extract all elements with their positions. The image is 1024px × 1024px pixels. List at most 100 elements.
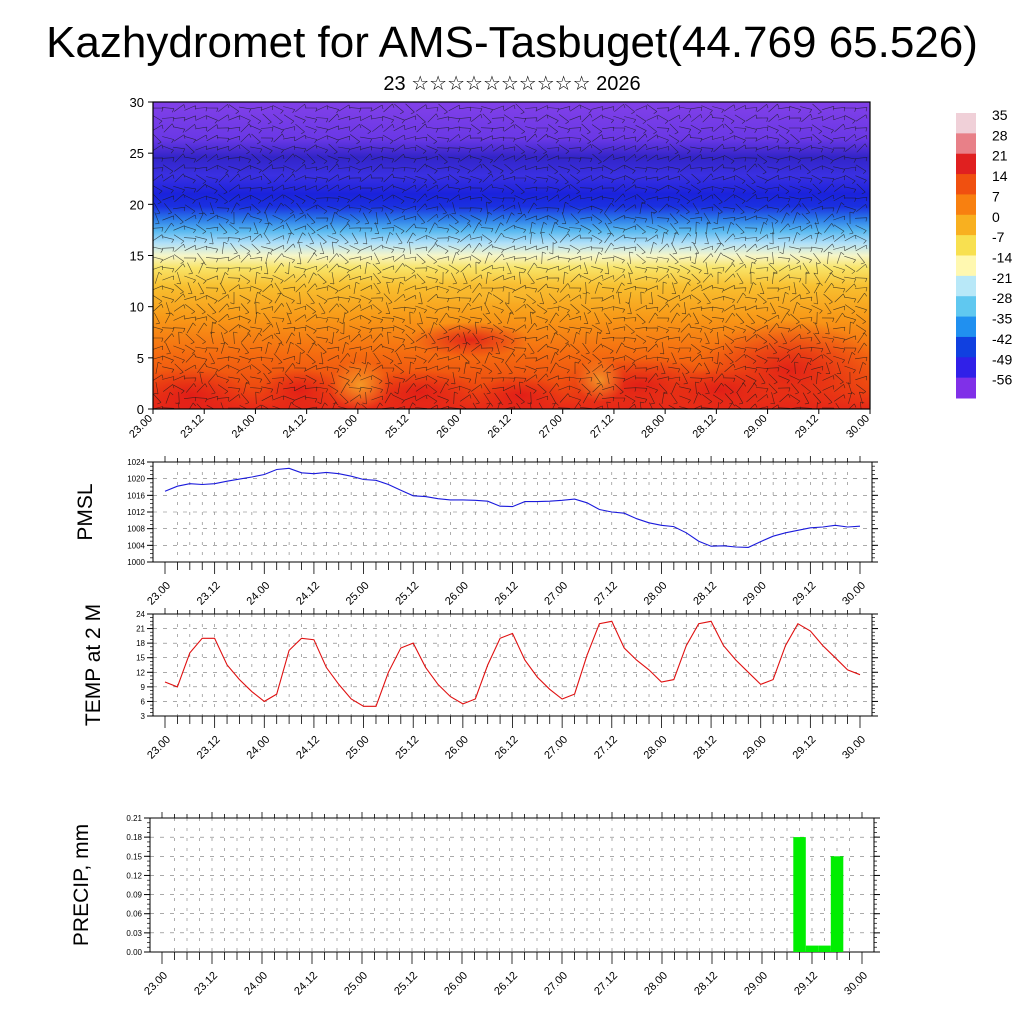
- colorbar-swatch: [956, 235, 976, 256]
- temp-series-line: [164, 620, 861, 707]
- pmsl-x-tick-label: 26.12: [493, 580, 521, 608]
- temp-y-tick-label: 6: [141, 697, 146, 706]
- section-hot-patch: [410, 322, 530, 358]
- colorbar-label: 0: [992, 209, 1000, 225]
- section-hot-patch: [260, 368, 340, 409]
- temp-y-tick-label: 24: [136, 610, 145, 619]
- section-x-tick-label: 26.12: [486, 413, 514, 441]
- precip-y-tick-label: 0.12: [126, 871, 142, 880]
- pmsl-series-line: [164, 467, 861, 548]
- colorbar-swatch: [956, 214, 976, 236]
- temp-x-tick-label: 24.12: [294, 734, 322, 762]
- temp-y-tick-label: 12: [136, 668, 145, 677]
- colorbar-label: 28: [992, 127, 1008, 143]
- precip-bar: [805, 945, 819, 952]
- section-x-tick-label: 23.00: [127, 413, 155, 441]
- precip-x-tick-label: 24.00: [242, 970, 270, 998]
- precip-bar: [818, 945, 831, 952]
- section-y-tick-label: 15: [130, 249, 144, 264]
- precip-y-tick-label: 0.15: [126, 852, 142, 861]
- colorbar-label: -14: [992, 250, 1012, 266]
- precip-y-tick-label: 0.18: [126, 833, 142, 842]
- temp-x-tick-label: 27.12: [592, 734, 620, 762]
- temp-x-tick-label: 28.12: [691, 734, 719, 762]
- section-x-tick-label: 24.00: [230, 413, 258, 441]
- precip-x-tick-label: 25.12: [392, 970, 420, 998]
- temp-x-tick-label: 26.12: [493, 734, 521, 762]
- temp-y-tick-label: 9: [141, 683, 146, 692]
- precip-x-tick-label: 25.00: [342, 970, 370, 998]
- precip-x-tick-label: 23.12: [192, 970, 220, 998]
- pmsl-x-tick-label: 23.00: [145, 580, 173, 608]
- pmsl-x-tick-label: 30.00: [840, 580, 868, 608]
- temp-y-tick-label: 15: [136, 654, 145, 663]
- colorbar-swatch: [956, 133, 976, 155]
- temp-y-axis-title: TEMP at 2 M: [82, 604, 105, 726]
- colorbar-label: 7: [992, 188, 1000, 204]
- colorbar-swatch: [956, 357, 976, 379]
- precip-x-tick-label: 30.00: [842, 970, 870, 998]
- section-warm-patch: [575, 358, 625, 402]
- pmsl-x-tick-label: 28.00: [642, 580, 670, 608]
- pmsl-x-tick-label: 24.00: [244, 580, 272, 608]
- colorbar-label: -42: [992, 331, 1012, 347]
- precip-x-tick-label: 27.12: [592, 970, 620, 998]
- precip-x-tick-label: 26.00: [442, 970, 470, 998]
- precip-bar: [793, 837, 806, 952]
- section-x-tick-label: 24.12: [281, 413, 309, 441]
- section-x-tick-label: 26.00: [434, 413, 462, 441]
- precip-x-tick-label: 29.00: [742, 970, 770, 998]
- precip-y-tick-label: 0.21: [126, 814, 142, 823]
- section-hot-patch: [700, 320, 870, 409]
- section-x-tick-label: 25.12: [383, 413, 411, 441]
- precip-x-tick-label: 26.12: [492, 970, 520, 998]
- section-x-tick-label: 27.12: [588, 413, 616, 441]
- precip-x-tick-label: 28.00: [642, 970, 670, 998]
- precip-x-tick-label: 24.12: [292, 970, 320, 998]
- precip-y-tick-label: 0.03: [126, 929, 142, 938]
- section-y-tick-label: 5: [137, 351, 144, 366]
- pmsl-y-tick-label: 1000: [127, 558, 145, 567]
- precip-x-tick-label: 28.12: [692, 970, 720, 998]
- precip-y-tick-label: 0.09: [126, 891, 142, 900]
- colorbar-swatch: [956, 275, 976, 297]
- colorbar-label: -56: [992, 372, 1012, 388]
- section-x-tick-label: 29.12: [793, 413, 821, 441]
- temp-x-tick-label: 29.12: [791, 734, 819, 762]
- colorbar-swatch: [956, 336, 976, 358]
- section-hot-patch: [360, 370, 480, 409]
- colorbar-label: 21: [992, 148, 1008, 164]
- section-y-tick-label: 30: [130, 95, 144, 110]
- temp-x-tick-label: 30.00: [840, 734, 868, 762]
- colorbar-swatch: [956, 377, 976, 399]
- pmsl-x-tick-label: 27.00: [542, 580, 570, 608]
- colorbar-label: -21: [992, 270, 1012, 286]
- section-x-tick-label: 28.00: [639, 413, 667, 441]
- pmsl-x-tick-label: 28.12: [691, 580, 719, 608]
- precip-x-tick-label: 27.00: [542, 970, 570, 998]
- temp-x-tick-label: 25.00: [344, 734, 372, 762]
- pmsl-x-tick-label: 25.00: [344, 580, 372, 608]
- section-x-tick-label: 23.12: [178, 413, 206, 441]
- temp-x-tick-label: 23.00: [145, 734, 173, 762]
- section-wind-barbs: [153, 103, 868, 409]
- section-y-tick-label: 25: [130, 146, 144, 161]
- temp-x-tick-label: 24.00: [244, 734, 272, 762]
- section-y-tick-label: 20: [130, 197, 144, 212]
- section-x-tick-label: 30.00: [844, 413, 872, 441]
- pmsl-x-tick-label: 26.00: [443, 580, 471, 608]
- temp-y-tick-label: 3: [141, 712, 146, 721]
- colorbar-swatch: [956, 255, 976, 277]
- colorbar-label: -35: [992, 311, 1012, 327]
- colorbar-swatch: [956, 174, 976, 195]
- section-hot-patch: [475, 375, 565, 409]
- pmsl-x-tick-label: 27.12: [592, 580, 620, 608]
- pmsl-y-tick-label: 1004: [127, 541, 145, 550]
- precip-y-tick-label: 0.06: [126, 910, 142, 919]
- precip-bar: [830, 856, 844, 952]
- pmsl-y-tick-label: 1020: [127, 475, 145, 484]
- pmsl-x-tick-label: 29.12: [791, 580, 819, 608]
- section-x-tick-label: 29.00: [742, 413, 770, 441]
- pmsl-y-tick-label: 1024: [127, 458, 145, 467]
